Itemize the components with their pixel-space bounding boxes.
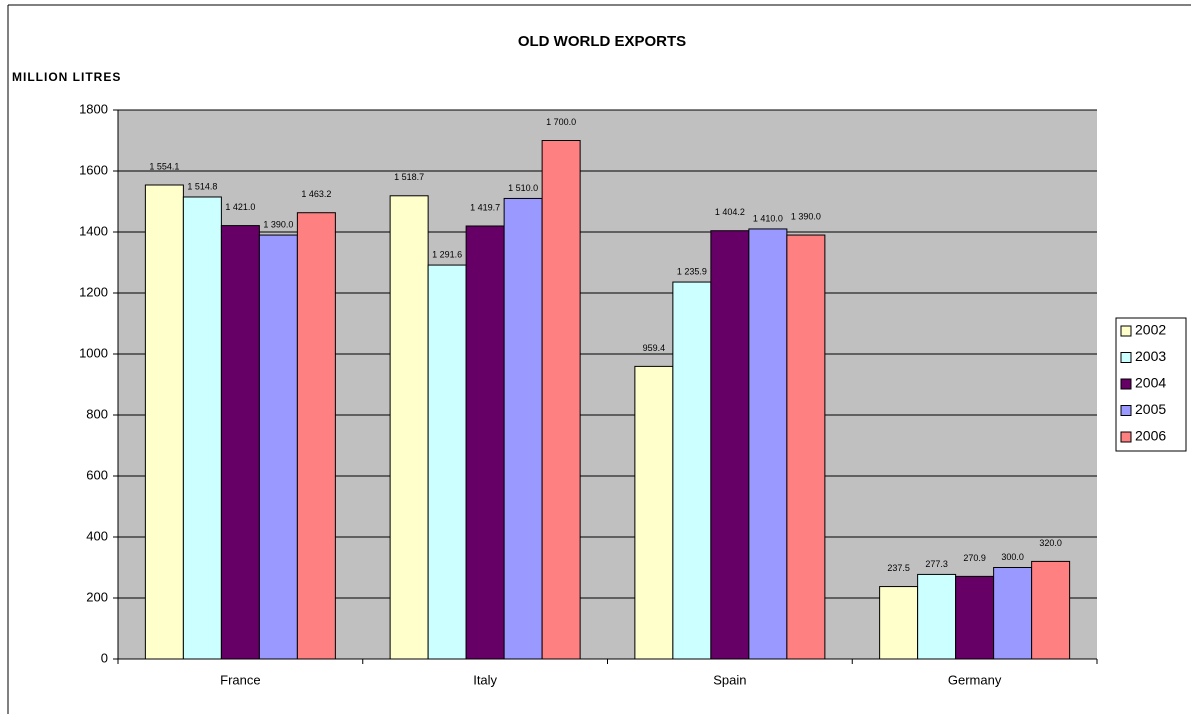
- legend-swatch: [1120, 378, 1132, 390]
- value-label: 1 518.7: [394, 172, 424, 182]
- bar: [427, 264, 467, 660]
- legend-label: 2003: [1135, 348, 1166, 364]
- chart-title: OLD WORLD EXPORTS: [518, 33, 686, 50]
- y-tick-label: 800: [86, 406, 108, 421]
- legend-swatch: [1120, 431, 1132, 443]
- bar: [786, 234, 826, 660]
- bar: [389, 195, 429, 660]
- value-label: 1 390.0: [791, 211, 821, 221]
- legend-label: 2002: [1135, 322, 1166, 338]
- y-tick-label: 600: [86, 467, 108, 482]
- x-tick-label: Germany: [948, 672, 1002, 687]
- value-label: 1 410.0: [753, 213, 783, 223]
- value-label: 277.3: [925, 559, 948, 569]
- y-tick-label: 400: [86, 528, 108, 543]
- legend-swatch: [1120, 405, 1132, 416]
- bar: [672, 281, 712, 660]
- y-tick-label: 1800: [79, 101, 108, 116]
- bar: [993, 567, 1033, 660]
- value-label: 1 510.0: [508, 183, 538, 193]
- y-tick-label: 0: [101, 650, 108, 665]
- value-label: 237.5: [887, 563, 910, 573]
- bar: [634, 365, 674, 660]
- y-axis-label: MILLION LITRES: [12, 70, 121, 84]
- value-label: 1 419.7: [470, 202, 500, 212]
- y-tick-label: 1600: [79, 162, 108, 177]
- legend-swatch: [1120, 325, 1132, 337]
- legend-label: 2006: [1135, 428, 1166, 444]
- x-tick-label: Italy: [473, 672, 497, 687]
- bar: [258, 234, 298, 660]
- value-label: 1 514.8: [187, 181, 217, 191]
- value-label: 1 235.9: [677, 266, 707, 276]
- bar: [541, 140, 581, 660]
- y-tick-label: 200: [86, 589, 108, 604]
- bar: [879, 586, 919, 660]
- bar: [917, 573, 957, 660]
- value-label: 1 390.0: [263, 219, 293, 229]
- value-label: 270.9: [963, 553, 986, 563]
- value-label: 320.0: [1039, 538, 1062, 548]
- value-label: 1 421.0: [225, 202, 255, 212]
- bar: [748, 228, 788, 660]
- legend-label: 2004: [1135, 375, 1166, 391]
- bar: [182, 196, 222, 660]
- bar: [503, 197, 543, 660]
- bar: [144, 184, 184, 660]
- legend-swatch: [1120, 352, 1132, 363]
- y-tick-label: 1400: [79, 223, 108, 238]
- bar: [296, 212, 336, 660]
- bar: [710, 230, 750, 660]
- value-label: 1 463.2: [301, 189, 331, 199]
- bar: [955, 575, 995, 660]
- x-tick-label: Spain: [713, 672, 746, 687]
- y-tick-label: 1000: [79, 345, 108, 360]
- value-label: 1 291.6: [432, 249, 462, 259]
- y-tick-label: 1200: [79, 284, 108, 299]
- value-label: 300.0: [1001, 552, 1024, 562]
- x-tick-label: France: [220, 672, 260, 687]
- value-label: 1 554.1: [149, 161, 179, 171]
- bar: [465, 225, 505, 660]
- bar: [220, 225, 260, 660]
- bar: [1031, 560, 1071, 660]
- value-label: 1 404.2: [715, 207, 745, 217]
- value-label: 959.4: [643, 343, 666, 353]
- value-label: 1 700.0: [546, 117, 576, 127]
- legend-label: 2005: [1135, 401, 1166, 417]
